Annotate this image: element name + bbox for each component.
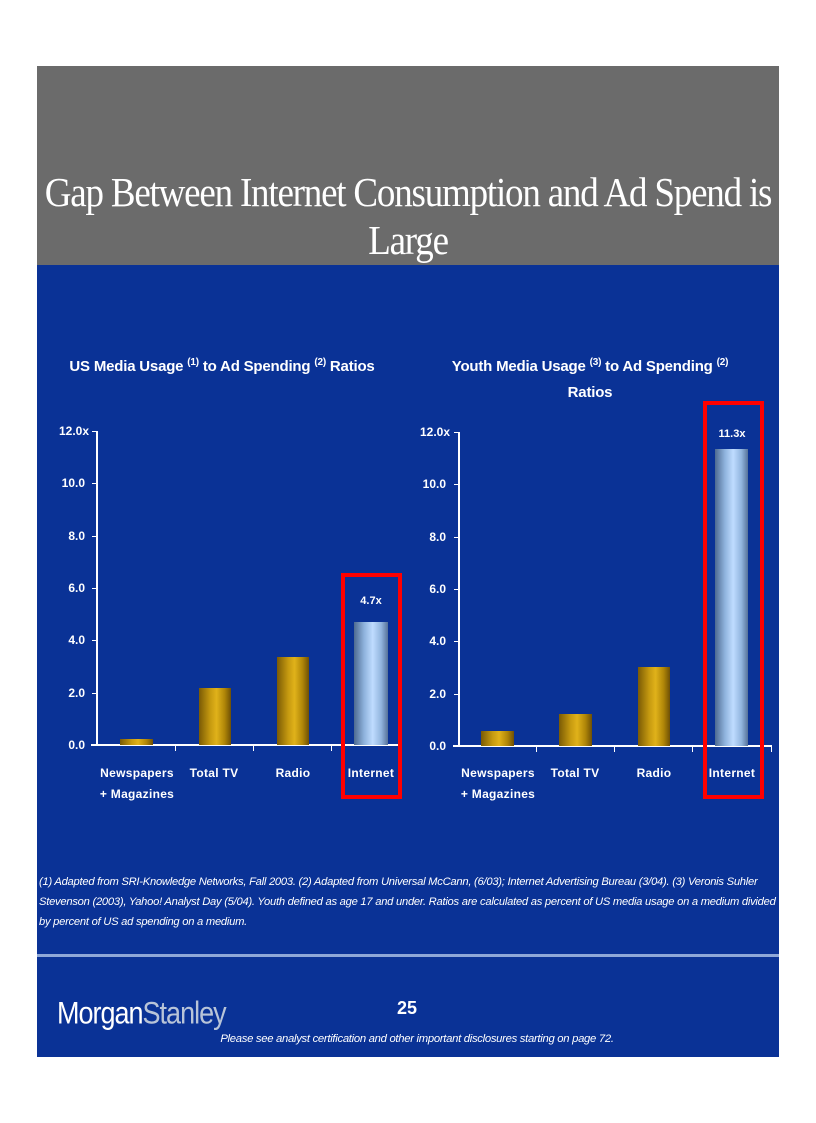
footnotes: (1) Adapted from SRI-Knowledge Networks,… bbox=[39, 876, 776, 928]
y-tick-label: 10.0 bbox=[422, 477, 446, 491]
bar-radio bbox=[277, 657, 309, 745]
slide: Gap Between Internet Consumption and Ad … bbox=[37, 66, 779, 1057]
x-tick-label: Internet bbox=[347, 766, 395, 780]
bar-radio bbox=[638, 667, 670, 746]
x-axis bbox=[91, 744, 402, 746]
chart-title-youth: Youth Media Usage (3) to Ad Spending (2)… bbox=[451, 357, 729, 401]
internet-highlight-box bbox=[341, 573, 402, 799]
y-tick-label: 12.0x bbox=[58, 424, 89, 438]
y-tick-label: 6.0 bbox=[429, 582, 446, 596]
bar-total-tv bbox=[199, 688, 231, 745]
footer-divider bbox=[37, 954, 779, 957]
internet-highlight-box bbox=[703, 401, 764, 799]
x-tick-label: Newspapers + Magazines bbox=[99, 766, 175, 801]
y-axis bbox=[96, 431, 98, 746]
bar-total-tv bbox=[559, 714, 592, 746]
page-number: 25 bbox=[396, 998, 418, 1018]
slide-title: Gap Between Internet Consumption and Ad … bbox=[44, 169, 773, 265]
bar-value-label: 11.3x bbox=[718, 428, 746, 440]
y-tick-label: 6.0 bbox=[68, 581, 85, 595]
y-tick-label: 12.0x bbox=[419, 425, 450, 439]
y-tick-label: 2.0 bbox=[429, 687, 446, 701]
y-tick-label: 2.0 bbox=[68, 686, 85, 700]
bar-newspapers-magazines bbox=[120, 739, 153, 745]
chart-title-us: US Media Usage (1) to Ad Spending (2) Ra… bbox=[69, 357, 375, 375]
disclosure-note: Please see analyst certification and oth… bbox=[220, 1033, 614, 1045]
x-tick-label: Newspapers + Magazines bbox=[460, 766, 536, 801]
y-tick-label: 4.0 bbox=[429, 634, 446, 648]
x-axis bbox=[453, 745, 772, 747]
x-tick-label: Internet bbox=[708, 766, 756, 780]
bar-internet bbox=[354, 622, 388, 745]
y-tick-label: 4.0 bbox=[68, 633, 85, 647]
x-tick-label: Total TV bbox=[550, 766, 600, 780]
bar-newspapers-magazines bbox=[481, 731, 514, 746]
y-tick-label: 8.0 bbox=[429, 530, 446, 544]
y-axis bbox=[458, 432, 460, 747]
y-tick-label: 0.0 bbox=[68, 738, 85, 752]
y-tick-label: 0.0 bbox=[429, 739, 446, 753]
x-tick-label: Total TV bbox=[189, 766, 239, 780]
morgan-stanley-logo: MorganStanley bbox=[57, 995, 227, 1031]
slide-header: Gap Between Internet Consumption and Ad … bbox=[37, 66, 779, 265]
x-tick-label: Radio bbox=[636, 766, 672, 780]
y-tick-label: 8.0 bbox=[68, 529, 85, 543]
bar-value-label: 4.7x bbox=[360, 595, 382, 607]
x-tick-label: Radio bbox=[275, 766, 311, 780]
y-tick-label: 10.0 bbox=[61, 476, 85, 490]
bar-internet bbox=[715, 449, 748, 746]
